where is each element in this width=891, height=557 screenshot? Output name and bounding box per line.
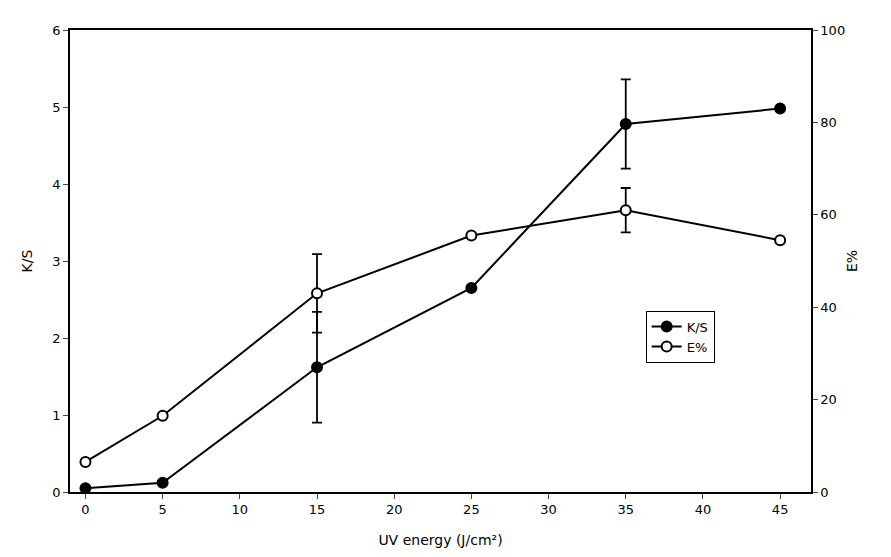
svg-text:20: 20 (386, 502, 403, 517)
svg-text:40: 40 (820, 300, 837, 315)
svg-text:UV energy (J/cm²): UV energy (J/cm²) (378, 532, 502, 548)
svg-text:5: 5 (52, 100, 60, 115)
svg-text:30: 30 (540, 502, 557, 517)
svg-text:3: 3 (52, 254, 60, 269)
svg-text:1: 1 (52, 408, 60, 423)
svg-text:25: 25 (463, 502, 480, 517)
svg-text:0: 0 (52, 485, 60, 500)
svg-text:5: 5 (158, 502, 166, 517)
svg-text:80: 80 (820, 115, 837, 130)
svg-text:K/S: K/S (687, 320, 708, 335)
svg-text:60: 60 (820, 207, 837, 222)
svg-text:10: 10 (232, 502, 249, 517)
svg-text:15: 15 (309, 502, 326, 517)
svg-text:K/S: K/S (19, 250, 35, 273)
svg-text:40: 40 (695, 502, 712, 517)
svg-text:0: 0 (820, 485, 828, 500)
svg-text:4: 4 (52, 177, 60, 192)
svg-text:6: 6 (52, 23, 60, 38)
svg-text:45: 45 (772, 502, 789, 517)
svg-text:0: 0 (81, 502, 89, 517)
svg-text:35: 35 (617, 502, 634, 517)
svg-text:2: 2 (52, 331, 60, 346)
svg-text:E%: E% (687, 340, 708, 355)
svg-text:E%: E% (844, 250, 860, 272)
svg-text:100: 100 (820, 23, 845, 38)
svg-text:20: 20 (820, 392, 837, 407)
